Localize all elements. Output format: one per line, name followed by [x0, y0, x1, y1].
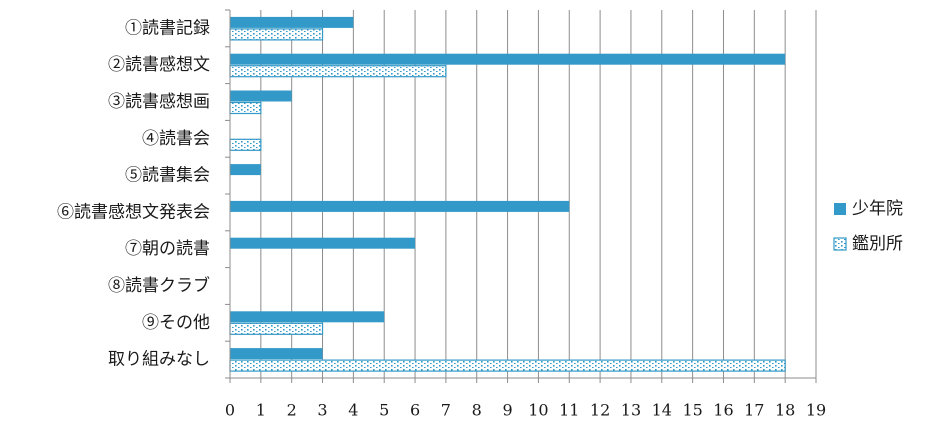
category-label: 取り組みなし: [108, 350, 210, 370]
bar-kanbetsusho: [229, 65, 447, 78]
x-tick-label: 13: [621, 401, 641, 420]
x-tick-label: 9: [502, 401, 512, 420]
x-tick-labels: 0 1 2 3 4 5 6 7 8 9 10 11 12 13 14 15 16 17 18 19: [225, 401, 826, 420]
bar-shonenin: [230, 16, 354, 28]
category-label: ⑧読書クラブ: [108, 275, 210, 296]
x-tick-label: 1: [256, 401, 266, 420]
x-tick-label: 7: [441, 401, 451, 420]
x-tick-label: 19: [806, 401, 826, 420]
category-label: ⑤読書集会: [125, 166, 210, 186]
bar-shonenin: [230, 200, 570, 212]
legend-swatch-kanbetsusho: [833, 237, 847, 251]
x-tick-label: 18: [775, 401, 795, 420]
bar-kanbetsusho: [229, 359, 786, 372]
x-tick-label: 10: [528, 401, 548, 420]
bar-shonenin: [230, 237, 416, 249]
x-tick-label: 5: [379, 401, 389, 420]
category-label: ①読書記録: [125, 18, 210, 38]
x-tick-label: 12: [590, 401, 610, 420]
bar-kanbetsusho: [229, 138, 262, 151]
bar-kanbetsusho: [229, 322, 324, 335]
category-label: ⑦朝の読書: [125, 239, 210, 259]
x-tick-label: 2: [287, 401, 297, 420]
category-label: ⑥読書感想文発表会: [57, 202, 210, 222]
x-tick-label: 0: [225, 401, 235, 420]
x-tick-label: 15: [682, 401, 702, 420]
x-tick-label: 11: [559, 401, 579, 420]
x-tick-label: 8: [472, 401, 482, 420]
x-tick-label: 14: [652, 401, 672, 420]
x-tick-label: 16: [713, 401, 733, 420]
category-label: ②読書感想文: [108, 55, 210, 75]
legend-label: 鑑別所: [852, 234, 903, 254]
category-labels: ①読書記録 ②読書感想文 ③読書感想画 ④読書会 ⑤読書集会 ⑥読書感想文発表会 ⑦朝の読書…: [57, 18, 210, 369]
legend-swatch-shonenin: [834, 203, 846, 215]
bar-shonenin: [230, 90, 292, 102]
x-tick-label: 6: [410, 401, 420, 420]
bar-shonenin: [230, 164, 261, 176]
x-tick-label: 17: [744, 401, 764, 420]
bar-kanbetsusho: [229, 28, 324, 41]
legend-label: 少年院: [852, 199, 903, 219]
category-label: ⑨その他: [142, 313, 210, 333]
axes: [225, 9, 817, 383]
bar-shonenin: [230, 348, 323, 360]
bar-shonenin: [230, 311, 385, 323]
category-label: ④読書会: [142, 129, 210, 149]
bar-kanbetsusho: [229, 101, 262, 115]
x-tick-label: 4: [348, 401, 358, 420]
category-label: ③読書感想画: [108, 92, 210, 112]
x-tick-label: 3: [317, 401, 327, 420]
bar-shonenin: [230, 53, 786, 65]
